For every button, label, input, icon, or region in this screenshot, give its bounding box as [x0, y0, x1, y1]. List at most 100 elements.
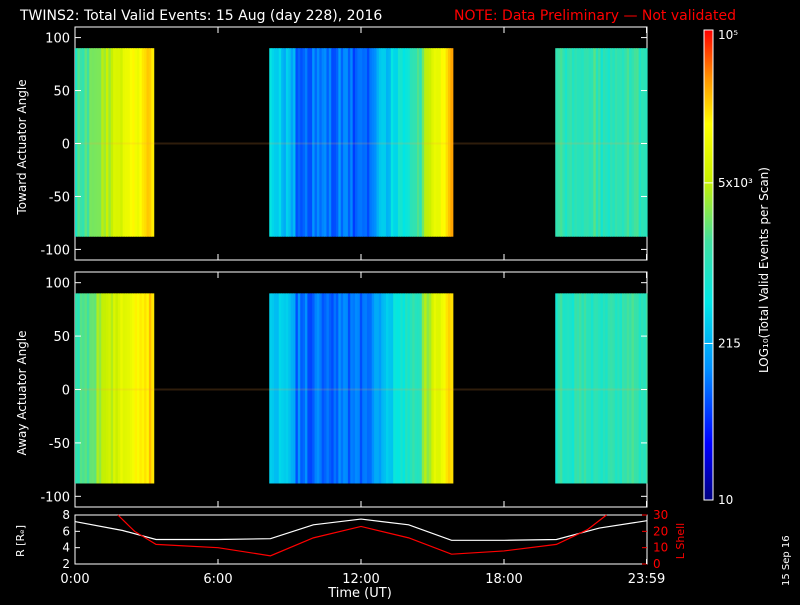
heatmap-cell — [421, 293, 425, 484]
heatmap-cell — [593, 48, 597, 237]
heatmap-cell — [431, 293, 435, 484]
heatmap-cell — [338, 48, 342, 237]
heatmap-cell — [127, 48, 131, 237]
heatmap-cell — [355, 293, 359, 484]
heatmap-cell — [643, 293, 647, 484]
heatmap-cell — [590, 293, 594, 484]
y-tick-label: 2 — [62, 557, 70, 571]
heatmap-cell — [295, 293, 299, 484]
heatmap-cell — [624, 48, 628, 237]
heatmap-cell — [562, 293, 566, 484]
heatmap-cell — [402, 293, 406, 484]
y-tick-label-right: 10 — [653, 541, 668, 555]
heatmap-cell — [419, 48, 423, 237]
heatmap-cell — [347, 293, 351, 484]
heatmap-cell — [136, 293, 140, 484]
heatmap-cell — [407, 293, 411, 484]
heatmap-cell — [82, 293, 86, 484]
heatmap-cell — [75, 48, 78, 237]
heatmap-cell — [295, 48, 299, 237]
heatmap-cell — [629, 293, 633, 484]
heatmap-cell — [125, 293, 129, 484]
heatmap-cell — [146, 48, 150, 237]
heatmap-cell — [297, 293, 301, 484]
heatmap-cell — [269, 48, 273, 237]
heatmap-cell — [345, 48, 349, 237]
heatmap-cell — [314, 48, 318, 237]
x-tick-label: 12:00 — [342, 572, 379, 587]
heatmap-cell — [397, 293, 401, 484]
heatmap-cell — [602, 48, 606, 237]
heatmap-cell — [440, 293, 444, 484]
heatmap-cell — [105, 48, 109, 237]
heatmap-cell — [359, 48, 363, 237]
heatmap-cell — [412, 48, 416, 237]
heatmap-cell — [638, 48, 642, 237]
heatmap-cell — [366, 293, 370, 484]
heatmap-cell — [91, 48, 95, 237]
heatmap-cell — [309, 48, 313, 237]
heatmap-cell — [276, 48, 280, 237]
heatmap-cell — [438, 293, 442, 484]
heatmap-cell — [386, 48, 390, 237]
heatmap-cell — [600, 293, 604, 484]
heatmap-cell — [139, 48, 143, 237]
heatmap-cell — [369, 293, 373, 484]
heatmap-cell — [297, 48, 301, 237]
y-tick-label: 8 — [62, 508, 70, 522]
heatmap-cell — [436, 48, 440, 237]
heatmap-cell — [350, 293, 354, 484]
colorbar — [703, 29, 714, 501]
y-tick-label: 50 — [53, 85, 70, 100]
heatmap-cell — [98, 48, 102, 237]
heatmap-cell — [304, 293, 308, 484]
heatmap-cell — [281, 293, 285, 484]
toward-heatmap — [75, 48, 648, 237]
heatmap-cell — [148, 293, 152, 484]
heatmap-cell — [569, 48, 573, 237]
colorbar-ticks: 10 215 5x10³ 10⁵ — [704, 28, 753, 507]
heatmap-cell — [105, 293, 109, 484]
heatmap-cell — [312, 293, 316, 484]
heatmap-cell — [595, 48, 599, 237]
heatmap-cell — [326, 48, 330, 237]
heatmap-cell — [626, 293, 630, 484]
heatmap-cell — [352, 293, 356, 484]
heatmap-cell — [626, 48, 630, 237]
heatmap-cell — [278, 48, 282, 237]
y-tick-label: -50 — [49, 190, 70, 205]
heatmap-cell — [314, 293, 318, 484]
heatmap-cell — [113, 293, 117, 484]
heatmap-cell — [428, 293, 432, 484]
x-tick-label: 0:00 — [60, 572, 89, 587]
heatmap-cell — [612, 293, 616, 484]
heatmap-cell — [602, 293, 606, 484]
heatmap-cell — [274, 48, 277, 237]
heatmap-cell — [91, 293, 95, 484]
heatmap-cell — [450, 293, 454, 484]
heatmap-cell — [309, 293, 313, 484]
heatmap-cell — [641, 48, 645, 237]
heatmap-cell — [419, 293, 423, 484]
heatmap-cell — [445, 293, 449, 484]
heatmap-cell — [283, 48, 287, 237]
heatmap-cell — [428, 48, 432, 237]
heatmap-cell — [110, 293, 114, 484]
heatmap-cell — [393, 48, 397, 237]
heatmap-cell — [583, 293, 587, 484]
heatmap-cell — [619, 293, 623, 484]
heatmap-cell — [407, 48, 411, 237]
heatmap-cell — [581, 48, 585, 237]
heatmap-cell — [393, 293, 397, 484]
heatmap-cell — [335, 48, 339, 237]
heatmap-cell — [120, 293, 124, 484]
heatmap-cell — [132, 48, 136, 237]
heatmap-cell — [86, 293, 90, 484]
heatmap-cell — [101, 48, 105, 237]
heatmap-cell — [307, 293, 311, 484]
heatmap-cell — [139, 293, 143, 484]
heatmap-cell — [581, 293, 585, 484]
y-tick-label: 4 — [62, 541, 70, 555]
heatmap-cell — [343, 48, 347, 237]
y-tick-label: 100 — [45, 277, 70, 292]
